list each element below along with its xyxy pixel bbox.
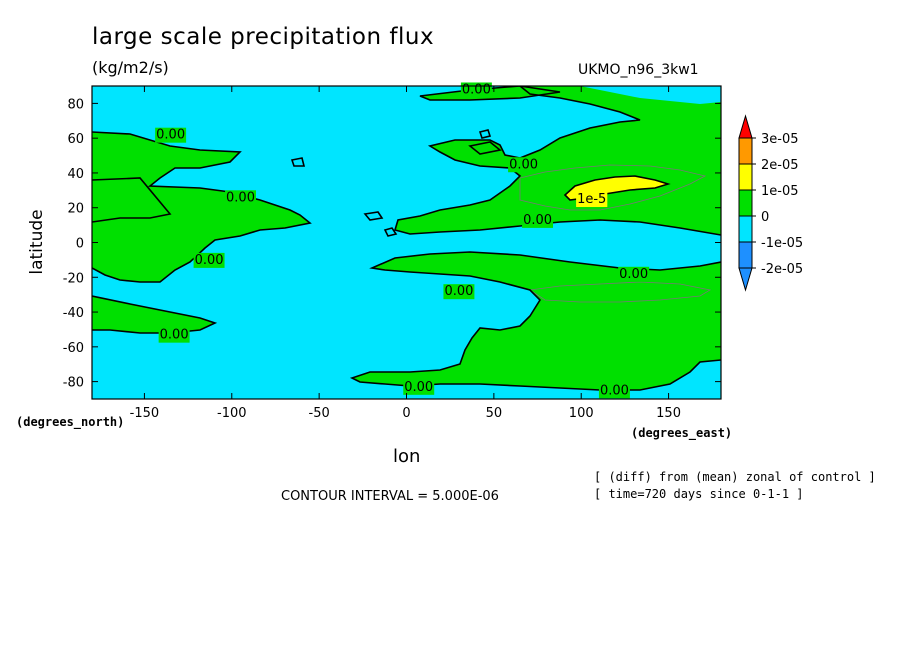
colorbar-label: 1e-05 [761, 184, 799, 199]
contour-label: 0.00 [619, 267, 648, 282]
colorbar-label: 0 [761, 210, 769, 225]
colorbar: 3e-05 2e-05 1e-05 0 -1e-05 -2e-05 [738, 114, 803, 292]
colorbar-label: 2e-05 [761, 158, 799, 173]
positive-region-south-atlantic-indian [352, 252, 721, 390]
contour-label: 1e-5 [577, 192, 606, 207]
contour-label-bg [403, 379, 435, 395]
colorbar-label: 3e-05 [761, 132, 799, 147]
contour-label-bg [576, 192, 608, 208]
contour-label-bg [508, 157, 540, 173]
thin-contours [519, 164, 712, 303]
contour-labels: 0.00 0.00 0.00 0.00 0.00 0.00 0.00 0.00 0.00 0.00… [155, 82, 650, 399]
contour-label-bg [618, 266, 650, 282]
x-tick-label: -100 [217, 406, 247, 421]
x-tick-label: 150 [656, 406, 681, 421]
contour-label-bg [155, 127, 187, 143]
colorbar-label: -1e-05 [761, 236, 803, 251]
zero-contours [92, 86, 721, 391]
positive-region-north-america [92, 132, 310, 282]
contour-label-bg [522, 212, 554, 228]
colorbar-segment [738, 189, 753, 217]
colorbar-label: -2e-05 [761, 262, 803, 277]
y-tick-label: -20 [63, 271, 84, 286]
chart-units: (kg/m2/s) [92, 58, 169, 77]
y-tick-label: -40 [63, 306, 84, 321]
note-line-1: [ (diff) from (mean) zonal of control ] [594, 470, 876, 484]
contour-label-bg [598, 383, 630, 399]
contour-label: 0.00 [160, 328, 189, 343]
x-axis: -150 -100 -50 0 50 100 150 [130, 86, 681, 421]
x-axis-unit: (degrees_east) [631, 426, 733, 440]
y-tick-label: 40 [67, 167, 84, 182]
positive-region-north-pacific-west [92, 178, 170, 222]
colorbar-segment [738, 163, 753, 191]
contour-label-bg [225, 190, 256, 206]
contour-label: 0.00 [509, 157, 538, 172]
x-tick-label: -150 [130, 406, 160, 421]
positive-region-south-pacific [92, 296, 215, 333]
contour-label-bg [443, 284, 475, 300]
contour-label: 0.00 [444, 284, 473, 299]
contour-label: 0.00 [600, 383, 629, 398]
chart-title: large scale precipitation flux [92, 24, 435, 50]
contour-label-bg [193, 252, 225, 268]
colorbar-segment [738, 241, 753, 269]
y-axis-unit: (degrees_north) [16, 415, 125, 429]
colorbar-bottom-arrow [738, 267, 753, 292]
note-line-2: [ time=720 days since 0-1-1 ] [594, 487, 804, 501]
y-tick-label: 60 [67, 132, 84, 147]
y-axis: 80 60 40 20 0 -20 -40 -60 -80 [63, 97, 721, 391]
y-tick-label: -80 [63, 376, 84, 391]
x-axis-label: lon [393, 446, 421, 467]
contour-interval: CONTOUR INTERVAL = 5.000E-06 [281, 489, 499, 504]
contour-label: 0.00 [156, 128, 185, 143]
contour-label: 0.00 [195, 253, 224, 268]
x-tick-label: 0 [402, 406, 410, 421]
run-label: UKMO_n96_3kw1 [578, 62, 699, 78]
colorbar-segment [738, 137, 753, 165]
contour-label: 0.00 [404, 380, 433, 395]
y-tick-label: -60 [63, 341, 84, 356]
positive-region-northeast [395, 86, 721, 235]
colorbar-top-arrow [738, 114, 753, 139]
contour-label: 0.00 [226, 190, 255, 205]
x-tick-label: 50 [486, 406, 503, 421]
y-tick-label: 20 [67, 202, 84, 217]
x-tick-label: 100 [569, 406, 594, 421]
y-tick-label: 80 [67, 97, 84, 112]
x-tick-label: -50 [309, 406, 330, 421]
contour-label: 0.00 [523, 213, 552, 228]
colorbar-segment [738, 215, 753, 243]
contour-label-bg [158, 327, 190, 343]
y-tick-label: 0 [76, 237, 84, 252]
contour-label: 0.00 [462, 82, 491, 97]
